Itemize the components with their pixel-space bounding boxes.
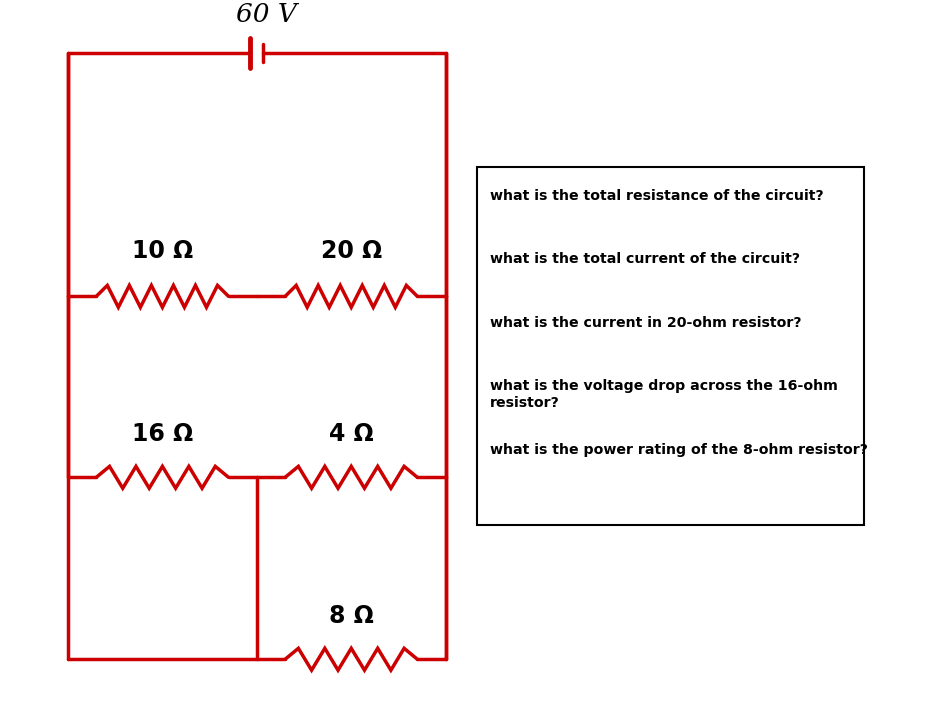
Text: what is the voltage drop across the 16-ohm
resistor?: what is the voltage drop across the 16-o… xyxy=(490,379,838,410)
Text: 4 Ω: 4 Ω xyxy=(329,422,374,446)
Text: 60 V: 60 V xyxy=(236,3,297,27)
Text: 16 Ω: 16 Ω xyxy=(131,422,193,446)
Text: what is the current in 20-ohm resistor?: what is the current in 20-ohm resistor? xyxy=(490,316,802,329)
Text: what is the total resistance of the circuit?: what is the total resistance of the circ… xyxy=(490,189,824,203)
Text: what is the power rating of the 8-ohm resistor?: what is the power rating of the 8-ohm re… xyxy=(490,443,868,457)
Text: 10 Ω: 10 Ω xyxy=(131,239,193,263)
Text: what is the total current of the circuit?: what is the total current of the circuit… xyxy=(490,252,800,266)
Bar xyxy=(477,167,864,525)
Text: 8 Ω: 8 Ω xyxy=(329,603,374,627)
Text: 20 Ω: 20 Ω xyxy=(321,239,382,263)
